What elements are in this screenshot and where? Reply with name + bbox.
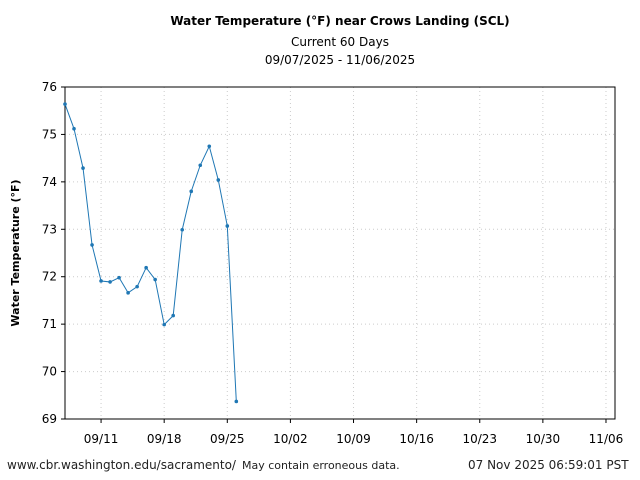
- y-tick-label: 70: [42, 365, 57, 379]
- y-tick-label: 73: [42, 222, 57, 236]
- x-tick-label: 10/30: [526, 432, 561, 446]
- chart-date-range: 09/07/2025 - 11/06/2025: [264, 53, 416, 67]
- data-point: [72, 126, 76, 131]
- x-tick-label: 09/11: [84, 432, 119, 446]
- x-tick-label: 09/25: [210, 432, 245, 446]
- chart-subtitle: Current 60 Days: [291, 35, 389, 49]
- x-tick-label: 10/23: [462, 432, 497, 446]
- y-tick-label: 69: [42, 412, 57, 426]
- footer-url[interactable]: www.cbr.washington.edu/sacramento/: [7, 458, 236, 472]
- data-point: [189, 189, 194, 194]
- y-tick-label: 72: [42, 270, 57, 284]
- data-point: [180, 227, 185, 232]
- x-tick-label: 09/18: [147, 432, 182, 446]
- data-point: [207, 144, 212, 149]
- data-point: [99, 279, 103, 283]
- data-point: [90, 243, 94, 247]
- data-point: [216, 178, 221, 182]
- y-tick-label: 76: [42, 80, 57, 94]
- data-point: [117, 275, 121, 280]
- plot-frame: [64, 86, 616, 420]
- y-tick-label: 74: [42, 175, 57, 189]
- data-point: [153, 277, 157, 282]
- footer-timestamp: 07 Nov 2025 06:59:01 PST: [468, 458, 629, 472]
- data-point: [81, 166, 85, 170]
- data-point: [63, 102, 67, 106]
- footer-disclaimer: May contain erroneous data.: [242, 459, 400, 472]
- data-point: [126, 291, 130, 295]
- data-point: [108, 280, 112, 284]
- y-tick-label: 71: [42, 317, 57, 331]
- data-point: [144, 265, 148, 270]
- x-tick-label: 10/16: [399, 432, 434, 446]
- data-point: [171, 313, 175, 318]
- x-tick-label: 11/06: [589, 432, 624, 446]
- data-point: [162, 322, 166, 327]
- data-point: [135, 284, 139, 289]
- y-axis-label: Water Temperature (°F): [9, 179, 22, 326]
- chart-title: Water Temperature (°F) near Crows Landin…: [170, 14, 510, 28]
- x-tick-label: 10/02: [273, 432, 308, 446]
- data-point: [198, 163, 203, 168]
- series-line: [64, 103, 237, 402]
- data-point: [225, 224, 230, 228]
- data-point: [234, 399, 239, 404]
- y-tick-label: 75: [42, 127, 57, 141]
- x-tick-label: 10/09: [336, 432, 371, 446]
